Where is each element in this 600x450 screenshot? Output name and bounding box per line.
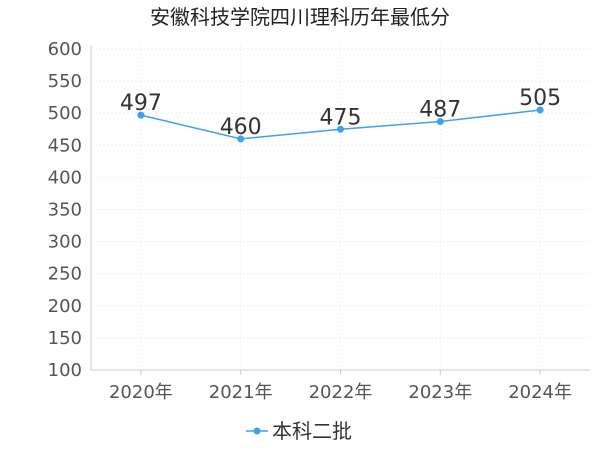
axes (90, 45, 590, 371)
legend-label: 本科二批 (272, 419, 352, 443)
data-label: 487 (419, 98, 461, 123)
x-tick-label: 2022年 (309, 382, 373, 403)
data-point (337, 125, 344, 133)
data-point (237, 135, 245, 143)
y-tick-label: 550 (48, 71, 82, 92)
x-tick-labels: 2020年 2021年 2022年 2023年 2024年 (109, 382, 572, 403)
y-tick-labels: 100 150 200 250 300 350 400 450 500 550 600 (48, 39, 82, 381)
data-point (436, 118, 444, 126)
y-tick-label: 300 (48, 232, 82, 253)
gridlines (91, 45, 590, 375)
y-tick-label: 400 (48, 167, 82, 188)
y-tick-label: 150 (48, 328, 82, 349)
x-tick-label: 2021年 (209, 382, 273, 403)
x-tick-label: 2023年 (408, 382, 472, 403)
y-tick-label: 500 (48, 103, 82, 124)
y-tick-label: 600 (48, 39, 82, 60)
y-tick-label: 100 (48, 360, 82, 381)
legend[interactable]: 本科二批 (246, 419, 352, 443)
data-label: 497 (120, 91, 162, 116)
x-tick-label: 2020年 (109, 382, 173, 403)
data-label: 475 (320, 105, 362, 130)
x-tick-label: 2024年 (508, 382, 572, 403)
y-tick-label: 350 (48, 200, 82, 221)
y-tick-label: 200 (48, 296, 82, 317)
data-label: 505 (519, 86, 561, 111)
y-tick-label: 250 (48, 264, 82, 285)
chart-title: 安徽科技学院四川理科历年最低分 (150, 5, 450, 29)
y-tick-label: 450 (48, 135, 82, 156)
data-point (536, 106, 544, 114)
series-line (137, 106, 544, 143)
data-point (137, 111, 145, 119)
data-label: 460 (220, 115, 262, 140)
data-labels: 497 460 475 487 505 (120, 86, 561, 140)
legend-swatch-marker (253, 427, 261, 435)
